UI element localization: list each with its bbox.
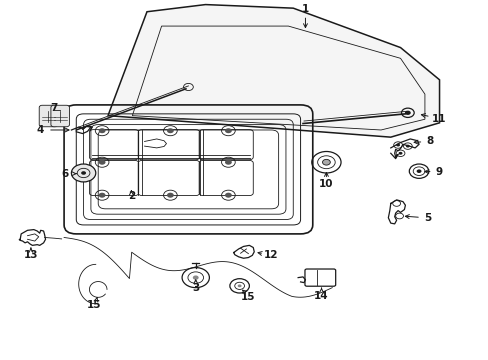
Text: 2: 2 xyxy=(127,191,135,201)
Text: 13: 13 xyxy=(23,250,38,260)
Text: 4: 4 xyxy=(37,125,44,135)
Circle shape xyxy=(71,164,96,182)
Text: 7: 7 xyxy=(51,103,58,113)
Circle shape xyxy=(224,193,231,198)
Circle shape xyxy=(398,152,402,155)
Circle shape xyxy=(395,144,399,147)
Circle shape xyxy=(416,170,421,173)
Text: 14: 14 xyxy=(314,291,328,301)
Circle shape xyxy=(166,128,173,133)
Text: 11: 11 xyxy=(431,113,446,123)
Circle shape xyxy=(404,111,410,115)
Circle shape xyxy=(99,160,105,165)
Text: 10: 10 xyxy=(319,179,333,189)
Text: 8: 8 xyxy=(426,136,432,147)
Circle shape xyxy=(99,193,105,198)
Circle shape xyxy=(192,275,198,280)
Text: 12: 12 xyxy=(264,251,278,260)
Circle shape xyxy=(99,128,105,133)
Circle shape xyxy=(322,159,330,165)
Text: 5: 5 xyxy=(423,213,430,224)
Text: 9: 9 xyxy=(435,167,442,176)
Text: 6: 6 xyxy=(61,169,68,179)
Circle shape xyxy=(224,128,231,133)
Circle shape xyxy=(81,171,86,175)
Text: 1: 1 xyxy=(301,4,308,14)
FancyBboxPatch shape xyxy=(39,105,58,127)
Text: 15: 15 xyxy=(87,300,102,310)
Circle shape xyxy=(166,193,173,198)
FancyBboxPatch shape xyxy=(51,105,69,127)
Circle shape xyxy=(237,284,241,287)
Text: 15: 15 xyxy=(241,292,255,302)
Circle shape xyxy=(224,160,231,165)
Circle shape xyxy=(405,145,409,148)
Text: 3: 3 xyxy=(192,283,199,293)
Polygon shape xyxy=(108,5,439,137)
